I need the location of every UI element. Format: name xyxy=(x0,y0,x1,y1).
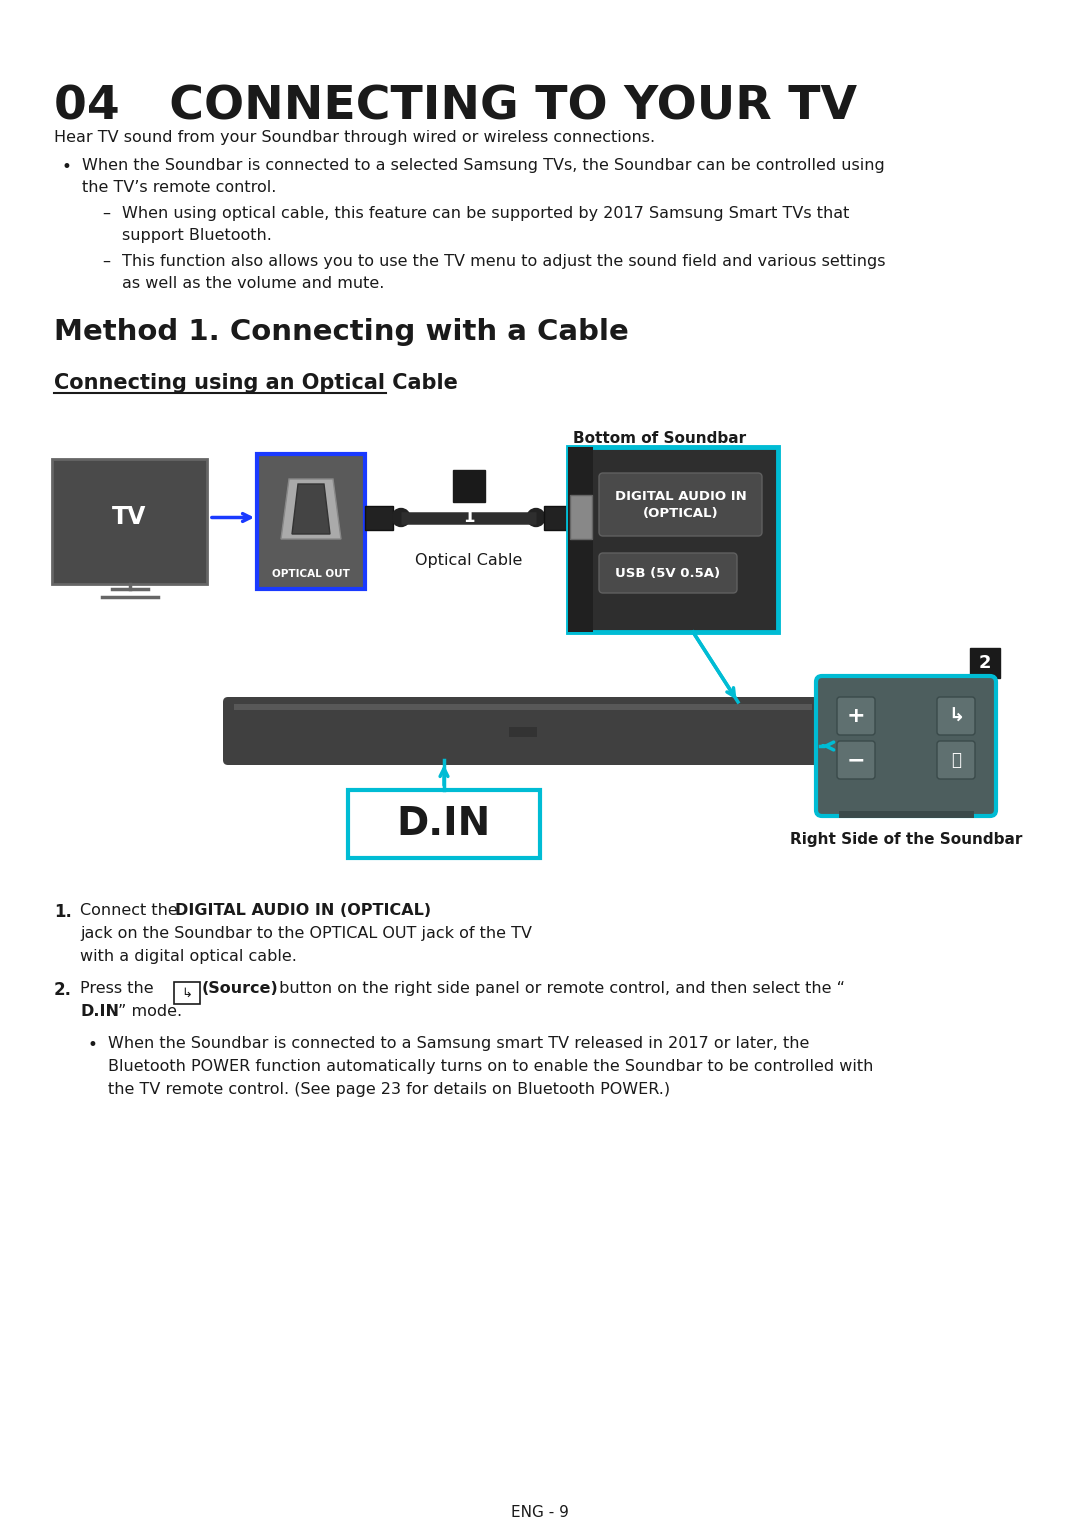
Text: 2: 2 xyxy=(978,654,991,673)
Text: When the Soundbar is connected to a selected Samsung TVs, the Soundbar can be co: When the Soundbar is connected to a sele… xyxy=(82,158,885,173)
Text: –: – xyxy=(102,254,110,270)
FancyBboxPatch shape xyxy=(937,697,975,735)
Text: Bluetooth POWER function automatically turns on to enable the Soundbar to be con: Bluetooth POWER function automatically t… xyxy=(108,1059,874,1074)
Text: Right Side of the Soundbar: Right Side of the Soundbar xyxy=(789,832,1022,847)
FancyBboxPatch shape xyxy=(599,473,762,536)
FancyBboxPatch shape xyxy=(257,453,365,588)
FancyBboxPatch shape xyxy=(222,697,823,764)
FancyBboxPatch shape xyxy=(570,495,592,539)
Polygon shape xyxy=(281,480,341,539)
Text: TV: TV xyxy=(112,506,147,530)
Text: ↳: ↳ xyxy=(948,706,964,726)
FancyBboxPatch shape xyxy=(937,741,975,778)
Text: −: − xyxy=(847,751,865,771)
Text: 1.: 1. xyxy=(54,902,72,921)
FancyBboxPatch shape xyxy=(365,506,393,530)
FancyBboxPatch shape xyxy=(599,553,737,593)
Text: This function also allows you to use the TV menu to adjust the sound field and v: This function also allows you to use the… xyxy=(122,254,886,270)
FancyBboxPatch shape xyxy=(52,460,207,584)
Text: Method 1. Connecting with a Cable: Method 1. Connecting with a Cable xyxy=(54,319,629,346)
Text: D.IN: D.IN xyxy=(80,1003,119,1019)
Text: •: • xyxy=(62,158,72,176)
Text: D.IN: D.IN xyxy=(396,804,491,843)
FancyBboxPatch shape xyxy=(544,506,572,530)
Text: jack on the Soundbar to the OPTICAL OUT jack of the TV: jack on the Soundbar to the OPTICAL OUT … xyxy=(80,925,532,941)
Text: the TV’s remote control.: the TV’s remote control. xyxy=(82,179,276,195)
Text: ” mode.: ” mode. xyxy=(118,1003,183,1019)
Text: ENG - 9: ENG - 9 xyxy=(511,1504,569,1520)
Text: the TV remote control. (See page 23 for details on Bluetooth POWER.): the TV remote control. (See page 23 for … xyxy=(108,1082,670,1097)
Text: as well as the volume and mute.: as well as the volume and mute. xyxy=(122,276,384,291)
Text: (Source): (Source) xyxy=(202,980,279,996)
Polygon shape xyxy=(292,484,330,535)
Text: Press the: Press the xyxy=(80,980,159,996)
FancyBboxPatch shape xyxy=(837,741,875,778)
FancyBboxPatch shape xyxy=(837,697,875,735)
Text: DIGITAL AUDIO IN (OPTICAL): DIGITAL AUDIO IN (OPTICAL) xyxy=(175,902,431,918)
Text: +: + xyxy=(847,706,865,726)
Text: Connecting using an Optical Cable: Connecting using an Optical Cable xyxy=(54,372,458,394)
Text: ⏻: ⏻ xyxy=(951,751,961,769)
Text: Hear TV sound from your Soundbar through wired or wireless connections.: Hear TV sound from your Soundbar through… xyxy=(54,130,656,146)
FancyBboxPatch shape xyxy=(816,676,996,817)
FancyBboxPatch shape xyxy=(568,447,778,633)
FancyBboxPatch shape xyxy=(568,447,593,633)
Text: support Bluetooth.: support Bluetooth. xyxy=(122,228,272,244)
Text: Connect the: Connect the xyxy=(80,902,183,918)
FancyBboxPatch shape xyxy=(453,469,485,501)
Text: 1: 1 xyxy=(462,509,474,527)
Text: Optical Cable: Optical Cable xyxy=(415,553,523,567)
FancyBboxPatch shape xyxy=(509,728,537,737)
FancyBboxPatch shape xyxy=(970,648,1000,679)
Text: When using optical cable, this feature can be supported by 2017 Samsung Smart TV: When using optical cable, this feature c… xyxy=(122,205,849,221)
Text: –: – xyxy=(102,205,110,221)
Text: When the Soundbar is connected to a Samsung smart TV released in 2017 or later, : When the Soundbar is connected to a Sams… xyxy=(108,1036,809,1051)
Text: with a digital optical cable.: with a digital optical cable. xyxy=(80,948,297,964)
Text: •: • xyxy=(87,1036,98,1054)
Text: ↳: ↳ xyxy=(181,987,192,999)
Text: DIGITAL AUDIO IN: DIGITAL AUDIO IN xyxy=(615,490,746,502)
Text: Bottom of Soundbar: Bottom of Soundbar xyxy=(573,430,746,446)
Circle shape xyxy=(392,509,410,527)
Text: button on the right side panel or remote control, and then select the “: button on the right side panel or remote… xyxy=(274,980,845,996)
Text: USB (5V 0.5A): USB (5V 0.5A) xyxy=(616,567,720,579)
Text: 04   CONNECTING TO YOUR TV: 04 CONNECTING TO YOUR TV xyxy=(54,84,858,130)
Circle shape xyxy=(527,509,545,527)
Text: 2.: 2. xyxy=(54,980,72,999)
FancyBboxPatch shape xyxy=(234,705,812,709)
FancyBboxPatch shape xyxy=(348,791,540,858)
FancyBboxPatch shape xyxy=(174,982,200,1003)
Text: (OPTICAL): (OPTICAL) xyxy=(643,507,718,519)
Text: OPTICAL OUT: OPTICAL OUT xyxy=(272,568,350,579)
